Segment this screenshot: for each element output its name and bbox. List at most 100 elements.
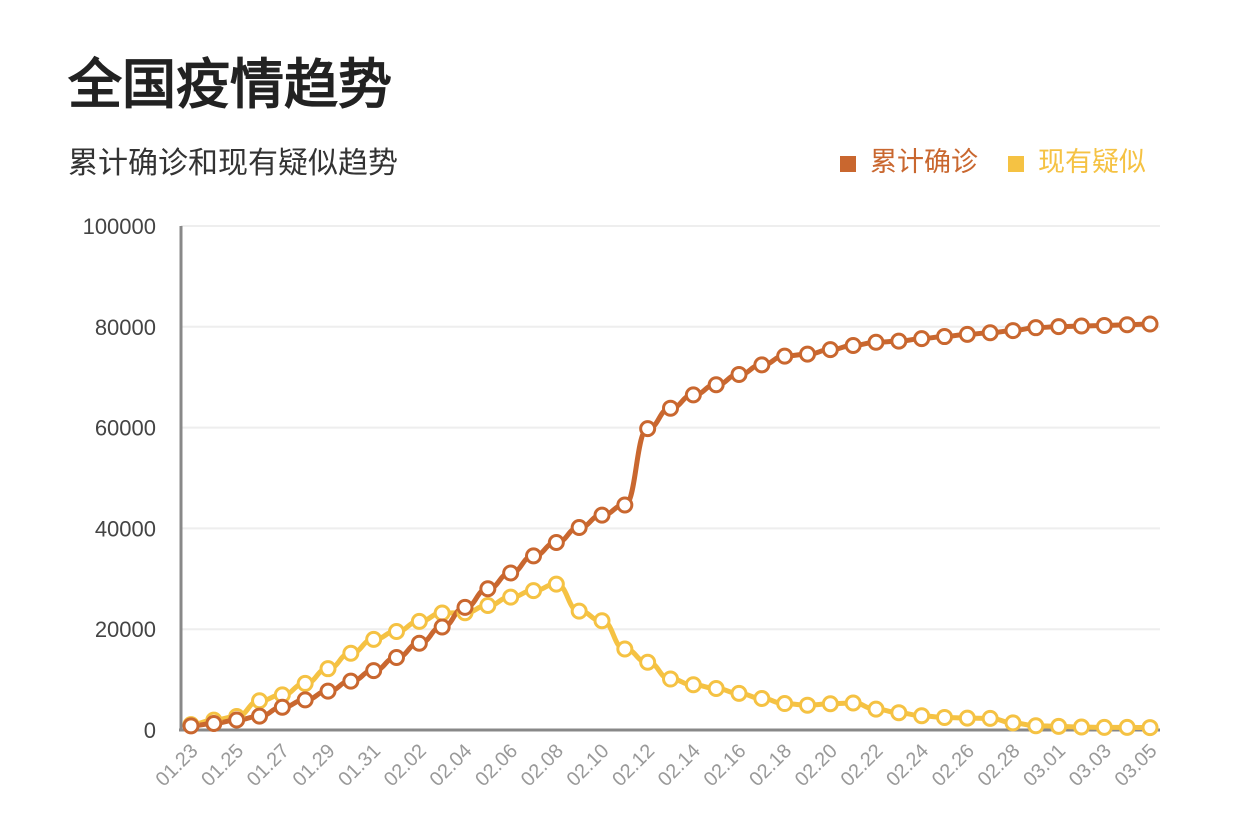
data-point	[753, 690, 771, 708]
data-point	[707, 376, 725, 394]
data-point	[1141, 719, 1159, 737]
data-point	[273, 698, 291, 716]
data-point	[570, 519, 588, 537]
data-point	[1118, 718, 1136, 736]
x-tick-label: 03.03	[1065, 740, 1116, 791]
data-point	[342, 644, 360, 662]
data-point	[1118, 316, 1136, 334]
data-point	[639, 420, 657, 438]
data-point	[479, 580, 497, 598]
data-point	[1027, 319, 1045, 337]
y-tick-label: 100000	[83, 214, 156, 239]
data-point	[799, 345, 816, 363]
y-tick-label: 0	[144, 718, 156, 743]
data-point	[228, 711, 246, 729]
x-tick-label: 02.08	[517, 740, 568, 791]
x-tick-label: 02.14	[654, 740, 705, 791]
data-point	[388, 649, 405, 667]
series-line	[190, 581, 1151, 731]
data-point	[1050, 318, 1068, 336]
x-tick-label: 03.05	[1111, 740, 1162, 791]
x-tick-label: 02.18	[745, 740, 796, 791]
data-point	[525, 547, 542, 565]
x-tick-label: 02.22	[837, 740, 888, 791]
data-point	[730, 684, 748, 702]
legend-swatch	[840, 155, 856, 172]
data-point	[502, 588, 520, 606]
data-point	[182, 717, 200, 735]
data-point	[707, 680, 725, 698]
x-tick-label: 02.04	[426, 740, 477, 791]
data-point	[1050, 717, 1068, 735]
data-point	[662, 399, 679, 417]
x-tick-label: 02.12	[608, 740, 659, 791]
data-point	[593, 612, 611, 630]
data-point	[684, 386, 702, 404]
data-point	[456, 598, 474, 616]
data-point	[936, 708, 953, 726]
data-point	[890, 332, 908, 350]
data-point	[296, 674, 314, 692]
data-point	[525, 582, 542, 600]
x-tick-label: 01.25	[197, 740, 248, 791]
legend-item-suspected[interactable]: 现有疑似	[1008, 140, 1146, 179]
legend-swatch	[1008, 155, 1024, 172]
data-point	[936, 328, 953, 346]
y-tick-label: 80000	[95, 315, 156, 340]
data-point	[776, 347, 794, 365]
data-point	[342, 672, 360, 690]
data-point	[433, 618, 451, 636]
x-tick-label: 02.06	[471, 740, 522, 791]
data-point	[662, 670, 679, 688]
data-point	[570, 602, 588, 620]
data-point	[730, 365, 748, 383]
data-point	[296, 691, 314, 709]
data-point	[890, 704, 908, 722]
data-point	[410, 612, 428, 630]
x-tick-label: 03.01	[1019, 740, 1070, 791]
y-tick-label: 40000	[95, 516, 156, 541]
x-tick-label: 01.27	[243, 740, 294, 791]
x-tick-label: 02.24	[882, 740, 933, 791]
x-tick-label: 01.23	[152, 740, 203, 791]
data-point	[639, 653, 657, 671]
x-tick-label: 01.31	[334, 740, 385, 791]
data-point	[319, 660, 337, 678]
x-tick-label: 02.16	[700, 740, 751, 791]
data-point	[1004, 322, 1022, 340]
data-point	[593, 506, 611, 524]
legend-label: 累计确诊	[870, 147, 978, 178]
data-point	[547, 534, 565, 552]
data-point	[616, 496, 634, 514]
data-point	[958, 325, 976, 343]
data-point	[1095, 718, 1113, 736]
data-point	[205, 715, 223, 733]
x-tick-label: 02.02	[380, 740, 431, 791]
data-point	[913, 707, 931, 725]
data-point	[502, 564, 520, 582]
data-point	[1027, 717, 1045, 735]
chart-subtitle: 累计确诊和现有疑似趋势	[68, 146, 398, 181]
data-point	[1073, 718, 1090, 736]
data-point	[799, 696, 816, 714]
data-point	[1095, 316, 1113, 334]
data-point	[319, 682, 337, 700]
data-point	[753, 356, 771, 374]
data-point	[433, 604, 451, 622]
page-title: 全国疫情趋势	[68, 53, 392, 116]
legend-item-confirmed[interactable]: 累计确诊	[840, 140, 978, 179]
data-point	[867, 700, 885, 718]
legend: 累计确诊 现有疑似	[840, 140, 1146, 179]
y-tick-label: 60000	[95, 416, 156, 441]
data-point	[547, 575, 565, 593]
data-point	[251, 707, 268, 725]
data-point	[388, 622, 405, 640]
data-point	[1004, 714, 1022, 732]
data-point	[410, 634, 428, 652]
data-point	[844, 694, 862, 712]
data-point	[1141, 315, 1159, 333]
x-tick-label: 02.10	[563, 740, 614, 791]
data-point	[821, 341, 839, 359]
data-point	[684, 676, 702, 694]
